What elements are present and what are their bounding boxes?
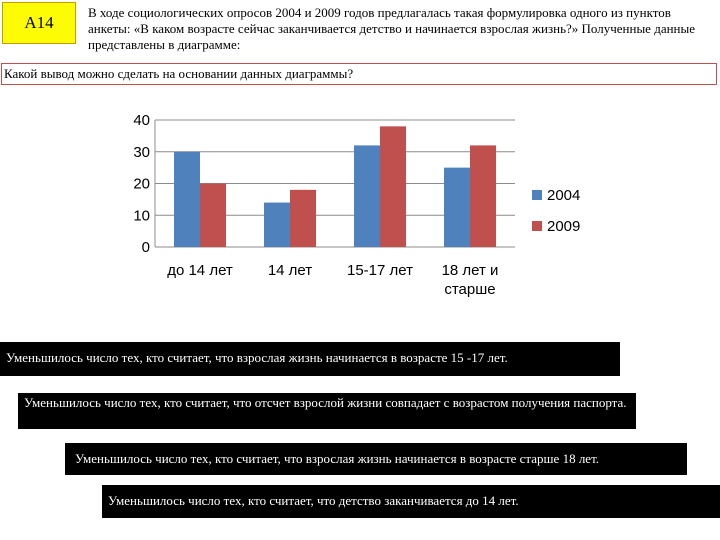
bar-2004 — [354, 145, 380, 247]
y-tick-label: 10 — [133, 207, 150, 224]
bar-2009 — [200, 183, 226, 247]
bar-2004 — [444, 167, 470, 247]
answer-option-2[interactable]: Уменьшилось число тех, кто считает, что … — [18, 393, 636, 429]
bar-2009 — [380, 126, 406, 247]
answer-option-4[interactable]: Уменьшилось число тех, кто считает, что … — [102, 485, 720, 518]
x-tick-label: 14 лет — [268, 262, 312, 279]
y-tick-label: 20 — [133, 176, 150, 193]
legend-swatch-2004 — [532, 190, 542, 200]
question-number-badge: А14 — [2, 2, 76, 44]
legend-swatch-2009 — [532, 221, 542, 231]
answer-option-3[interactable]: Уменьшилось число тех, кто считает, что … — [65, 443, 687, 475]
question-intro-text: В ходе социологических опросов 2004 и 20… — [88, 5, 696, 52]
legend-label-2009: 2009 — [547, 218, 580, 235]
bar-2009 — [290, 189, 316, 247]
x-tick-label: до 14 лет — [167, 262, 233, 279]
x-tick-label: 15-17 лет — [347, 262, 413, 279]
legend-label-2004: 2004 — [547, 187, 580, 204]
x-tick-label: 18 лет и старше — [442, 262, 499, 298]
bar-2004 — [264, 202, 290, 247]
question-prompt: Какой вывод можно сделать на основании д… — [1, 63, 717, 85]
answer-option-1[interactable]: Уменьшилось число тех, кто считает, что … — [0, 342, 620, 376]
y-tick-label: 0 — [142, 239, 150, 256]
y-tick-label: 40 — [133, 112, 150, 129]
y-tick-label: 30 — [133, 144, 150, 161]
bar-2009 — [470, 145, 496, 247]
bar-2004 — [174, 151, 200, 247]
bar-chart: 0 10 20 30 40 до 14 лет 14 лет 15-17 лет 18 лет … — [133, 112, 580, 298]
